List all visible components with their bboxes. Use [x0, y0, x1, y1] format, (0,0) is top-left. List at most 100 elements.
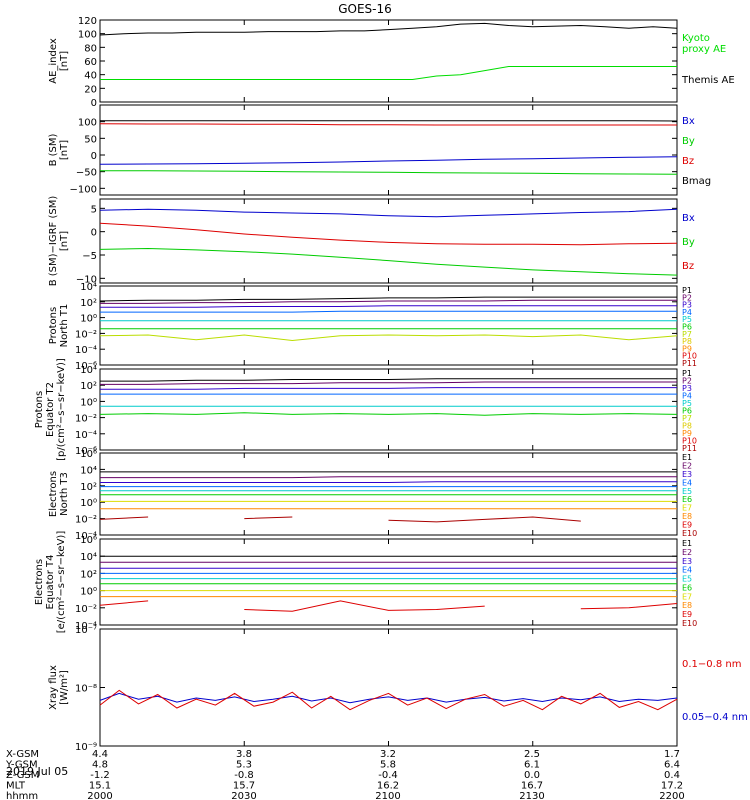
legend-entry: Bx [682, 213, 695, 224]
y-axis-label: North T1 [59, 304, 70, 348]
y-tick-label: 60 [84, 57, 97, 68]
y-tick-label: 10⁰ [80, 397, 97, 408]
legend-entry: E6 [682, 583, 692, 592]
y-axis-label: [nT] [59, 231, 70, 251]
legend-entry: E8 [682, 512, 692, 521]
series-line-p1 [100, 378, 677, 382]
legend-entry: P10 [682, 352, 697, 361]
legend-entry: By [682, 237, 695, 248]
y-tick-label: 80 [84, 43, 97, 54]
panel-bigrf: −10 −5 0 5 B (SM)−IGRF (SM) [nT] Bx By Bz [48, 196, 695, 287]
series-line-by [100, 170, 678, 175]
legend-entry: E7 [682, 592, 692, 601]
y-tick-label: 0 [91, 98, 97, 109]
legend-entry: P8 [682, 337, 692, 346]
legend-entry: E9 [682, 521, 692, 530]
legend-entry: P10 [682, 437, 697, 446]
y-tick-label: 10⁰ [80, 587, 97, 598]
series-line-e2 [100, 476, 677, 479]
y-axis-label: B (SM) [48, 133, 59, 166]
y-tick-label: 10⁴ [80, 465, 97, 476]
series-line-e3 [100, 481, 677, 483]
legend-entry: P8 [682, 422, 692, 431]
ephemeris-label: Y-GSM [5, 760, 38, 771]
series-line-0-05-0-4-nm [99, 692, 678, 704]
legend-entry: Bz [682, 261, 694, 272]
y-tick-label: 100 [78, 118, 97, 129]
ephemeris-label: MLT [6, 781, 26, 792]
legend-entry: Bmag [682, 176, 711, 187]
legend-entry: P3 [682, 301, 692, 310]
date-label: 2019 Jul 05 [6, 765, 68, 778]
y-axis-label: [nT] [59, 140, 70, 160]
ephemeris-value: 5.3 [236, 760, 252, 771]
panel-frame [99, 538, 678, 626]
legend-entry: E3 [682, 557, 692, 566]
ephemeris-value: 4.8 [92, 760, 108, 771]
series-line-p4 [100, 310, 677, 313]
ephemeris-value: -0.4 [378, 770, 398, 781]
series-line-0-1-0-8-nm [99, 689, 678, 711]
ephemeris-value: 3.8 [236, 749, 252, 760]
y-axis-label: Xray flux [48, 665, 59, 710]
series-line-bz [99, 222, 678, 246]
ephemeris-value: 2030 [231, 791, 256, 800]
y-tick-label: 5 [91, 204, 97, 215]
y-tick-label: 10² [80, 482, 97, 493]
series-line-bz [99, 123, 677, 126]
legend-entry: 0.05−0.4 nm [682, 712, 748, 723]
legend-entry: P9 [682, 429, 692, 438]
ephemeris-value: 2200 [659, 791, 684, 800]
y-tick-label: 10² [80, 381, 97, 392]
series-line-themis-ae [99, 22, 678, 36]
series-line-p3 [100, 305, 677, 308]
ephemeris-value: 6.4 [664, 760, 680, 771]
legend-entry: E2 [682, 461, 692, 470]
legend-entry: P11 [682, 359, 697, 368]
y-tick-label: 10⁶ [80, 535, 97, 546]
series-line-bx [99, 208, 678, 218]
legend-entry: P5 [682, 315, 692, 324]
y-axis-label: North T3 [59, 472, 70, 516]
y-tick-label: −100 [70, 184, 97, 195]
series-line-p2 [100, 299, 677, 304]
y-tick-label: 50 [84, 134, 97, 145]
y-tick-label: 10⁴ [80, 365, 97, 376]
series-line-p6 [99, 412, 678, 416]
legend-entry: P4 [682, 308, 692, 317]
y-tick-label: 10⁻² [75, 414, 97, 425]
panel-frame [99, 104, 678, 196]
y-tick-label: 10⁶ [80, 449, 97, 460]
panel-frame [99, 198, 678, 284]
legend-entry: proxy AE [682, 44, 726, 55]
y-axis-label: AE_index [48, 38, 59, 84]
y-tick-label: 10⁻⁶ [75, 446, 97, 457]
ephemeris-value: 0.4 [664, 770, 680, 781]
y-tick-label: 10⁰ [80, 314, 97, 325]
series-line-p1 [99, 296, 677, 302]
y-tick-label: −10 [76, 274, 97, 285]
panel-frame [99, 368, 678, 451]
panel-frame [99, 452, 678, 536]
y-axis-label: Electrons [48, 471, 59, 517]
ephemeris-value: 15.7 [233, 781, 255, 792]
ephemeris-value: 1.7 [664, 749, 680, 760]
legend-entry: E10 [682, 619, 697, 628]
legend-entry: Bx [682, 116, 695, 127]
legend-entry: P7 [682, 330, 692, 339]
legend-entry: E3 [682, 470, 692, 479]
y-axis-label: Protons [34, 391, 45, 428]
ephemeris-value: 2130 [519, 791, 544, 800]
panel-bsm: −100 −50 0 50 100 B (SM) [nT] Bx By Bz Bmag [48, 104, 711, 196]
series-line-bx [99, 156, 678, 165]
ephemeris-value: 6.1 [524, 760, 540, 771]
y-tick-label: 10² [80, 298, 97, 309]
legend-entry: P5 [682, 399, 692, 408]
y-tick-label: 10⁰ [80, 498, 97, 509]
ephemeris-value: 17.2 [661, 781, 683, 792]
legend-entry: By [682, 136, 695, 147]
y-axis-label: B (SM)−IGRF (SM) [48, 196, 59, 287]
